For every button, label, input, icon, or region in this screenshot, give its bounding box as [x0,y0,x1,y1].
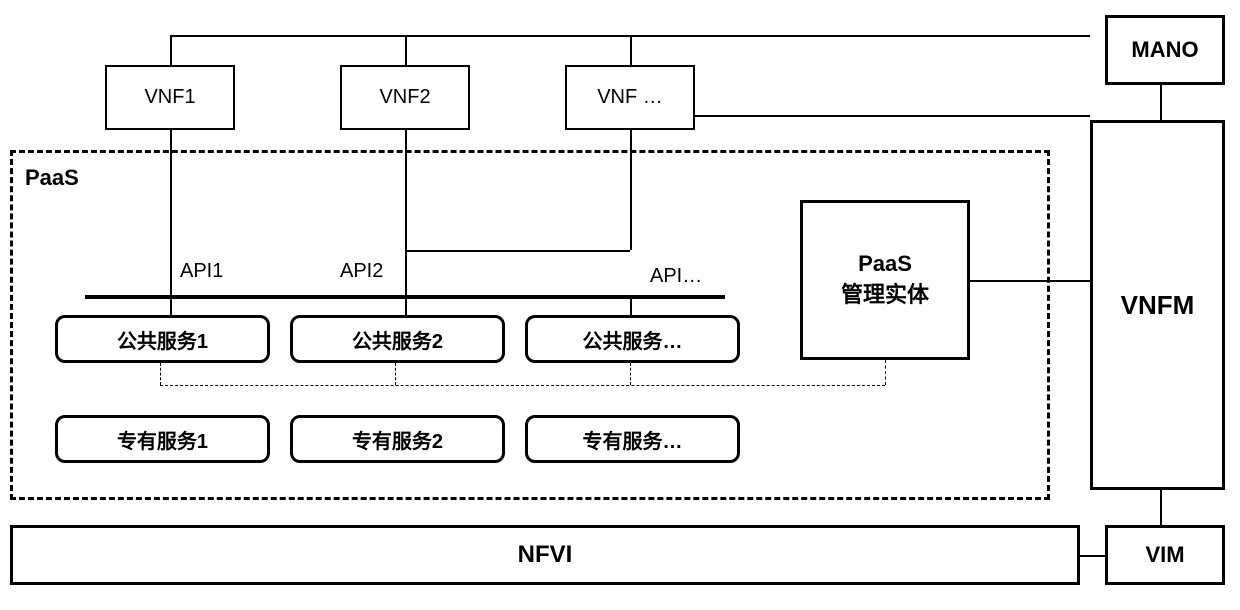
public-service-2: 公共服务2 [290,315,505,363]
pub3-dashed-drop [630,363,631,385]
vnf3-vnfm-line [695,115,1090,117]
paas-vnfm-connector [970,280,1090,282]
nfvi-label: NFVI [518,541,573,569]
vnf3-label: VNF … [597,86,663,109]
vnfm-label: VNFM [1121,290,1195,321]
vnf2-box: VNF2 [340,65,470,130]
vnf1-api-drop [170,130,172,295]
vnf1-label: VNF1 [144,86,195,109]
pub3-drop [630,297,632,317]
pub1-drop [170,297,172,317]
api3-label: API… [650,265,702,288]
api2-label: API2 [340,260,383,283]
vnf3-box: VNF … [565,65,695,130]
vnf1-bus-drop [170,35,172,65]
dedicated-service-3: 专有服务… [525,415,740,463]
vim-label: VIM [1145,542,1184,568]
ded2-label: 专有服务2 [352,425,443,454]
dedicated-service-1: 专有服务1 [55,415,270,463]
ded3-label: 专有服务… [583,425,683,454]
mano-label: MANO [1131,37,1198,63]
pub1-label: 公共服务1 [117,325,208,354]
api1-label: API1 [180,260,223,283]
pub2-drop [405,297,407,317]
pub2-label: 公共服务2 [352,325,443,354]
vnf2-label: VNF2 [379,86,430,109]
pub3-label: 公共服务… [583,325,683,354]
mano-box: MANO [1105,15,1225,85]
vnf2-api-drop [405,130,407,295]
nfv-architecture-diagram: MANO VNFM VIM NFVI PaaS VNF1 VNF2 VNF … … [10,10,1230,600]
vnf3-api-drop [630,130,632,250]
vnf3-bus-drop [630,35,632,65]
paas-dashed-up [885,360,886,385]
nfvi-box: NFVI [10,525,1080,585]
nfvi-vim-connector [1080,555,1105,557]
ded1-label: 专有服务1 [117,425,208,454]
pub-dashed-bus [160,385,885,386]
vnfm-vim-connector [1160,490,1162,525]
vim-box: VIM [1105,525,1225,585]
paas-mgmt-label: PaaS 管理实体 [841,249,929,311]
vnf1-box: VNF1 [105,65,235,130]
public-service-1: 公共服务1 [55,315,270,363]
vnf3-api-hline [405,250,630,252]
dedicated-service-2: 专有服务2 [290,415,505,463]
pub2-dashed-drop [395,363,396,385]
paas-label: PaaS [25,165,79,191]
vnfm-box: VNFM [1090,120,1225,490]
vnf2-bus-drop [405,35,407,65]
paas-mgmt-box: PaaS 管理实体 [800,200,970,360]
mano-vnfm-connector [1160,85,1162,120]
public-service-3: 公共服务… [525,315,740,363]
pub1-dashed-drop [160,363,161,385]
